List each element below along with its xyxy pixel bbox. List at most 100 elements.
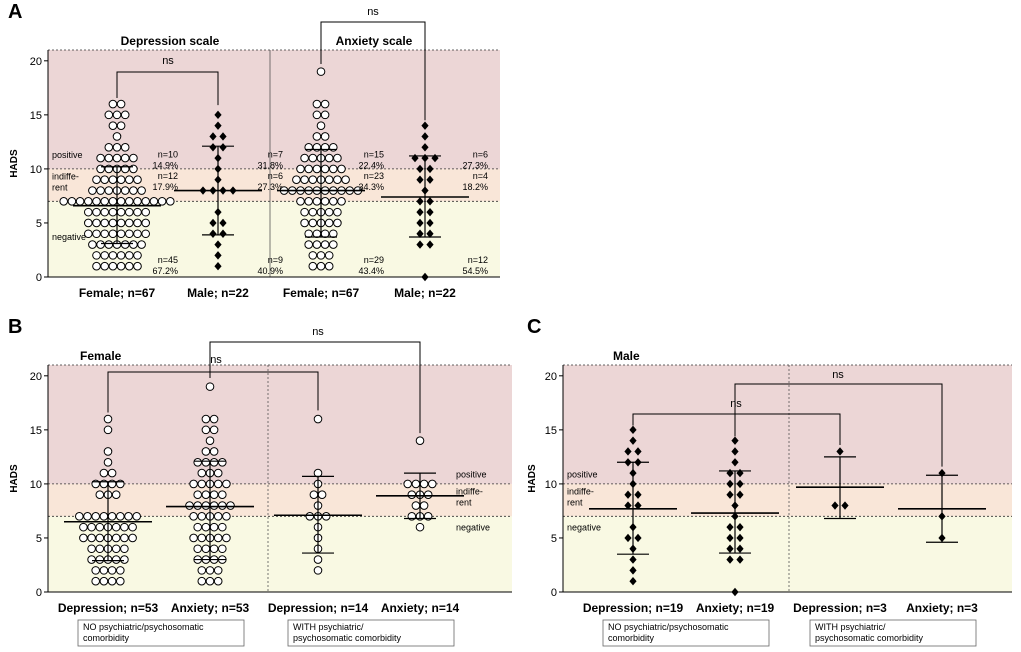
data-point — [125, 175, 134, 185]
data-point — [426, 197, 434, 206]
threshold-label-positive: positive — [52, 150, 83, 160]
data-point — [416, 229, 424, 238]
data-point — [104, 240, 114, 249]
data-point — [218, 544, 227, 554]
data-point — [95, 544, 105, 554]
data-point — [300, 207, 309, 217]
data-point — [141, 207, 150, 217]
data-point — [305, 512, 315, 521]
data-point — [213, 533, 223, 543]
data-point — [100, 229, 109, 239]
data-point — [426, 164, 434, 174]
data-point — [337, 164, 346, 174]
data-point — [209, 229, 217, 238]
data-point — [296, 164, 305, 174]
data-point — [312, 132, 322, 141]
y-tick-label: 0 — [36, 272, 42, 284]
data-point — [91, 576, 100, 586]
data-point — [629, 425, 637, 435]
scale-title: Depression scale — [121, 34, 220, 48]
data-point — [201, 501, 211, 510]
data-point — [133, 261, 142, 271]
data-point — [423, 490, 433, 500]
data-point — [634, 533, 642, 543]
data-point — [222, 533, 231, 543]
data-point — [337, 197, 346, 206]
data-point — [312, 197, 322, 206]
category-label: Female; n=67 — [79, 286, 156, 300]
panel-label: A — [8, 1, 22, 23]
data-point — [726, 490, 734, 499]
data-point — [428, 479, 437, 489]
data-point — [415, 522, 425, 532]
data-point — [112, 110, 122, 120]
data-point — [125, 197, 134, 206]
data-point — [624, 490, 632, 499]
data-point — [120, 533, 129, 543]
data-point — [116, 207, 126, 217]
data-point — [634, 490, 642, 499]
data-point — [416, 218, 424, 228]
data-point — [333, 207, 342, 217]
data-point — [214, 251, 222, 260]
data-point — [304, 164, 314, 174]
data-point — [201, 447, 211, 456]
percentage-annotation: n=6 27.3% — [257, 171, 283, 192]
data-point — [629, 555, 637, 564]
data-point — [624, 501, 632, 510]
comorbidity-group-label: NO psychiatric/psychosomatic comorbidity — [83, 622, 204, 643]
band-positive — [48, 365, 512, 484]
data-point — [92, 218, 101, 228]
data-point — [84, 218, 93, 228]
percentage-annotation: n=7 31.8% — [257, 150, 283, 171]
y-tick-label: 10 — [30, 479, 42, 491]
data-point — [209, 143, 217, 152]
data-point — [116, 218, 126, 228]
data-point — [95, 555, 105, 564]
data-point — [197, 512, 207, 521]
data-point — [320, 240, 330, 249]
data-point — [831, 501, 839, 510]
data-point — [415, 436, 425, 445]
category-label: Male; n=22 — [394, 286, 456, 300]
data-point — [149, 197, 159, 206]
data-point — [209, 501, 219, 510]
data-point — [205, 382, 215, 391]
y-tick-label: 20 — [30, 56, 42, 68]
data-point — [108, 251, 118, 260]
threshold-label-positive: positive — [456, 469, 487, 479]
band-indifferent — [48, 483, 512, 517]
data-point — [84, 197, 93, 206]
data-point — [88, 240, 97, 249]
data-point — [324, 153, 334, 163]
data-point — [128, 522, 137, 532]
data-point — [88, 186, 97, 195]
data-point — [108, 218, 118, 228]
data-point — [99, 566, 109, 575]
data-point — [116, 261, 126, 271]
data-point — [193, 501, 202, 510]
data-point — [209, 490, 219, 500]
category-label: Anxiety; n=19 — [696, 601, 775, 615]
data-point — [416, 164, 424, 174]
data-point — [125, 229, 134, 239]
data-point — [209, 544, 219, 554]
data-point — [124, 512, 133, 521]
data-point — [129, 240, 138, 249]
data-point — [120, 142, 130, 152]
significance-bracket — [320, 21, 426, 121]
data-point — [125, 261, 134, 271]
data-point — [116, 566, 125, 575]
data-point — [193, 522, 202, 532]
data-point — [329, 164, 338, 174]
data-point — [116, 99, 126, 109]
data-point — [320, 197, 330, 206]
data-point — [133, 175, 142, 185]
data-point — [421, 132, 429, 141]
data-point — [128, 533, 137, 543]
data-point — [726, 533, 734, 543]
data-point — [197, 566, 207, 575]
data-point — [213, 566, 223, 575]
data-point — [416, 197, 424, 206]
data-point — [91, 566, 100, 575]
